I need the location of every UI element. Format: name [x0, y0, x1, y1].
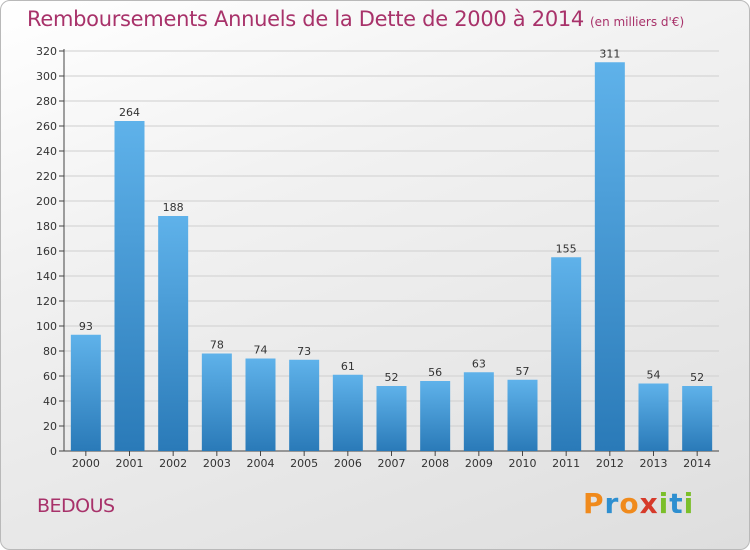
x-tick-label: 2009: [465, 457, 493, 470]
data-label: 73: [297, 345, 311, 358]
x-tick-label: 2001: [116, 457, 144, 470]
x-tick-label: 2000: [72, 457, 100, 470]
bar: [551, 257, 582, 451]
x-tick-label: 2010: [509, 457, 537, 470]
data-label: 311: [599, 47, 620, 60]
data-label: 56: [428, 366, 442, 379]
bar: [507, 379, 538, 451]
y-tick-label: 0: [50, 445, 57, 458]
bar: [420, 381, 451, 451]
x-tick-label: 2013: [640, 457, 668, 470]
x-tick-label: 2014: [683, 457, 711, 470]
y-tick-label: 60: [43, 370, 57, 383]
bar: [70, 334, 101, 451]
data-label: 61: [341, 360, 355, 373]
y-tick-label: 280: [36, 95, 57, 108]
y-tick-label: 20: [43, 420, 57, 433]
y-tick-label: 140: [36, 270, 57, 283]
data-label: 264: [119, 106, 140, 119]
y-tick-label: 120: [36, 295, 57, 308]
y-tick-label: 260: [36, 120, 57, 133]
x-tick-label: 2006: [334, 457, 362, 470]
data-label: 93: [79, 320, 93, 333]
x-tick-label: 2002: [159, 457, 187, 470]
data-label: 57: [516, 365, 530, 378]
data-label: 188: [163, 201, 184, 214]
y-tick-label: 180: [36, 220, 57, 233]
data-label: 52: [385, 371, 399, 384]
y-tick-label: 40: [43, 395, 57, 408]
bar: [682, 386, 713, 451]
data-label: 54: [647, 369, 661, 382]
x-tick-label: 2003: [203, 457, 231, 470]
bar: [245, 358, 276, 451]
chart-title-text: Remboursements Annuels de la Dette de 20…: [27, 7, 584, 31]
bar: [289, 359, 320, 451]
bar: [332, 374, 363, 451]
data-label: 78: [210, 339, 224, 352]
y-tick-label: 300: [36, 70, 57, 83]
bar: [201, 353, 232, 451]
x-tick-label: 2007: [378, 457, 406, 470]
proxiti-logo: Proxiti: [583, 487, 695, 520]
bar: [594, 62, 625, 451]
y-tick-label: 160: [36, 245, 57, 258]
y-tick-label: 220: [36, 170, 57, 183]
data-label: 74: [254, 344, 268, 357]
x-tick-label: 2012: [596, 457, 624, 470]
x-tick-label: 2004: [247, 457, 275, 470]
place-name: BEDOUS: [37, 495, 115, 517]
x-tick-label: 2011: [552, 457, 580, 470]
y-tick-label: 320: [36, 45, 57, 58]
data-label: 52: [690, 371, 704, 384]
x-tick-label: 2005: [290, 457, 318, 470]
bar: [114, 121, 145, 451]
y-tick-label: 100: [36, 320, 57, 333]
bar: [463, 372, 494, 451]
y-tick-label: 80: [43, 345, 57, 358]
bar: [376, 386, 407, 451]
y-tick-label: 200: [36, 195, 57, 208]
chart-unit-label: (en milliers d'€): [590, 15, 685, 29]
bar: [638, 383, 669, 451]
y-tick-label: 240: [36, 145, 57, 158]
data-label: 63: [472, 357, 486, 370]
data-label: 155: [556, 242, 577, 255]
bar: [158, 216, 189, 451]
x-tick-label: 2008: [421, 457, 449, 470]
chart-title: Remboursements Annuels de la Dette de 20…: [27, 7, 684, 31]
